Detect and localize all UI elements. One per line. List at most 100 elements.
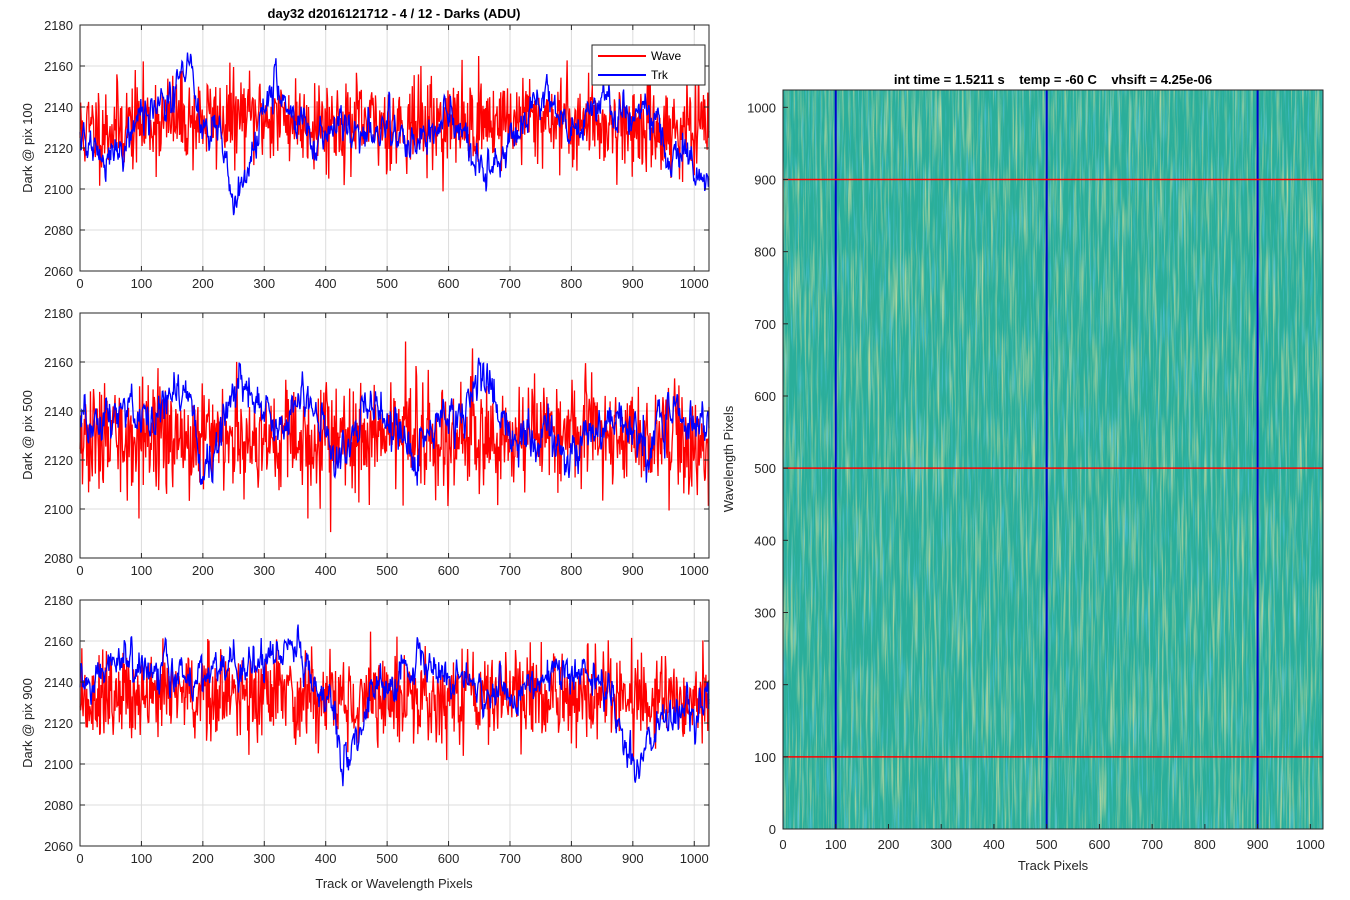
heatmap-x-tick-label: 400 [983, 837, 1005, 852]
heatmap-x-tick-label: 200 [878, 837, 900, 852]
x-axis-label-bot: Track or Wavelength Pixels [315, 876, 473, 891]
x-tick-label-mid: 300 [253, 563, 275, 578]
y-tick-label-bot: 2080 [44, 798, 73, 813]
x-tick-label-mid: 600 [438, 563, 460, 578]
x-tick-label-top: 200 [192, 276, 214, 291]
x-tick-label-top: 800 [561, 276, 583, 291]
y-tick-label-top: 2100 [44, 182, 73, 197]
y-tick-label-mid: 2160 [44, 355, 73, 370]
series-trk-mid [79, 357, 710, 486]
heatmap-x-tick-label: 0 [779, 837, 786, 852]
heatmap-x-tick-label: 700 [1141, 837, 1163, 852]
heatmap-y-tick-label: 700 [754, 317, 776, 332]
x-tick-label-bot: 0 [76, 851, 83, 866]
heatmap-image [783, 90, 1323, 829]
y-tick-label-bot: 2100 [44, 757, 73, 772]
y-tick-label-top: 2180 [44, 18, 73, 33]
x-tick-label-bot: 900 [622, 851, 644, 866]
y-tick-label-mid: 2120 [44, 453, 73, 468]
heatmap-x-tick-label: 1000 [1296, 837, 1325, 852]
x-tick-label-top: 1000 [680, 276, 709, 291]
x-tick-label-bot: 800 [561, 851, 583, 866]
heatmap-y-tick-label: 200 [754, 678, 776, 693]
x-tick-label-top: 700 [499, 276, 521, 291]
x-tick-label-mid: 400 [315, 563, 337, 578]
ticks-top: 0 100 200 300 400 500 600 700 800 900 1000 2060 2080… [44, 18, 709, 291]
x-tick-label-bot: 200 [192, 851, 214, 866]
ticks-mid: 0 100 200 300 400 500 600 700 800 900 1000 2080 2100… [44, 306, 709, 578]
heatmap-y-tick-label: 0 [769, 822, 776, 837]
x-tick-label-mid: 700 [499, 563, 521, 578]
y-tick-label-mid: 2140 [44, 404, 73, 419]
y-tick-label-bot: 2140 [44, 675, 73, 690]
x-tick-label-mid: 200 [192, 563, 214, 578]
heatmap-frame [782, 89, 1324, 830]
x-tick-label-mid: 100 [131, 563, 153, 578]
x-tick-label-top: 300 [253, 276, 275, 291]
x-tick-label-top: 600 [438, 276, 460, 291]
x-tick-label-mid: 800 [561, 563, 583, 578]
heatmap-x-tick-label: 500 [1036, 837, 1058, 852]
heatmap-x-axis-label: Track Pixels [1018, 858, 1089, 873]
series-lines-bot [79, 624, 710, 787]
heatmap-y-tick-label: 800 [754, 245, 776, 260]
plot-dark-pix-100: 0 100 200 300 400 500 600 700 800 900 1000 2060 2080… [20, 18, 710, 291]
series-lines-mid [79, 341, 710, 533]
heatmap-title: int time = 1.5211 s temp = -60 C vhsift … [894, 72, 1212, 87]
x-tick-label-top: 500 [376, 276, 398, 291]
y-tick-label-top: 2060 [44, 264, 73, 279]
x-tick-label-mid: 0 [76, 563, 83, 578]
x-tick-label-mid: 900 [622, 563, 644, 578]
y-tick-label-bot: 2160 [44, 634, 73, 649]
x-tick-label-top: 400 [315, 276, 337, 291]
y-tick-label-mid: 2180 [44, 306, 73, 321]
y-tick-label-mid: 2080 [44, 551, 73, 566]
y-axis-label-top: Dark @ pix 100 [20, 103, 35, 193]
y-tick-label-top: 2080 [44, 223, 73, 238]
x-tick-label-bot: 700 [499, 851, 521, 866]
heatmap-x-tick-label: 800 [1194, 837, 1216, 852]
legend-entry-wave: Wave [651, 49, 682, 63]
y-tick-label-top: 2160 [44, 59, 73, 74]
figure-title: day32 d2016121712 - 4 / 12 - Darks (ADU) [268, 6, 521, 21]
heatmap-y-tick-label: 900 [754, 172, 776, 187]
heatmap-y-tick-label: 600 [754, 389, 776, 404]
x-tick-label-top: 0 [76, 276, 83, 291]
x-tick-label-bot: 1000 [680, 851, 709, 866]
x-tick-label-bot: 300 [253, 851, 275, 866]
x-tick-label-mid: 500 [376, 563, 398, 578]
x-tick-label-bot: 500 [376, 851, 398, 866]
heatmap-x-tick-label: 600 [1089, 837, 1111, 852]
ticks-heatmap: 0 100 200 300 400 500 600 700 800 900 1000 0 100 200 3… [747, 100, 1325, 852]
y-tick-label-bot: 2120 [44, 716, 73, 731]
x-tick-label-top: 900 [622, 276, 644, 291]
x-tick-label-bot: 600 [438, 851, 460, 866]
heatmap-y-tick-label: 400 [754, 533, 776, 548]
y-tick-label-mid: 2100 [44, 502, 73, 517]
x-tick-label-bot: 100 [131, 851, 153, 866]
heatmap-y-tick-label: 1000 [747, 100, 776, 115]
heatmap-overlay-lines [783, 90, 1323, 829]
series-trk-bot [79, 624, 710, 787]
axes-frame-mid [79, 312, 710, 559]
heatmap-x-tick-label: 900 [1247, 837, 1269, 852]
plot-dark-pix-500: 0 100 200 300 400 500 600 700 800 900 1000 2080 2100… [20, 306, 710, 578]
legend-entry-trk: Trk [651, 68, 669, 82]
heatmap-x-tick-label: 100 [825, 837, 847, 852]
legend: Wave Trk [591, 44, 706, 86]
plot-dark-pix-900: 0 100 200 300 400 500 600 700 800 900 1000 2060 2080… [20, 593, 710, 891]
heatmap-y-tick-label: 300 [754, 605, 776, 620]
x-tick-label-mid: 1000 [680, 563, 709, 578]
ticks-bot: 0 100 200 300 400 500 600 700 800 900 1000 2060 2080… [44, 593, 709, 866]
y-tick-label-bot: 2060 [44, 839, 73, 854]
y-tick-label-top: 2120 [44, 141, 73, 156]
series-lines-top [79, 52, 710, 216]
heatmap-y-tick-label: 100 [754, 750, 776, 765]
heatmap-x-tick-label: 300 [930, 837, 952, 852]
heatmap-y-tick-label: 500 [754, 461, 776, 476]
x-tick-label-top: 100 [131, 276, 153, 291]
heatmap-panel: int time = 1.5211 s temp = -60 C vhsift … [721, 72, 1325, 873]
y-tick-label-top: 2140 [44, 100, 73, 115]
y-axis-label-mid: Dark @ pix 500 [20, 390, 35, 480]
